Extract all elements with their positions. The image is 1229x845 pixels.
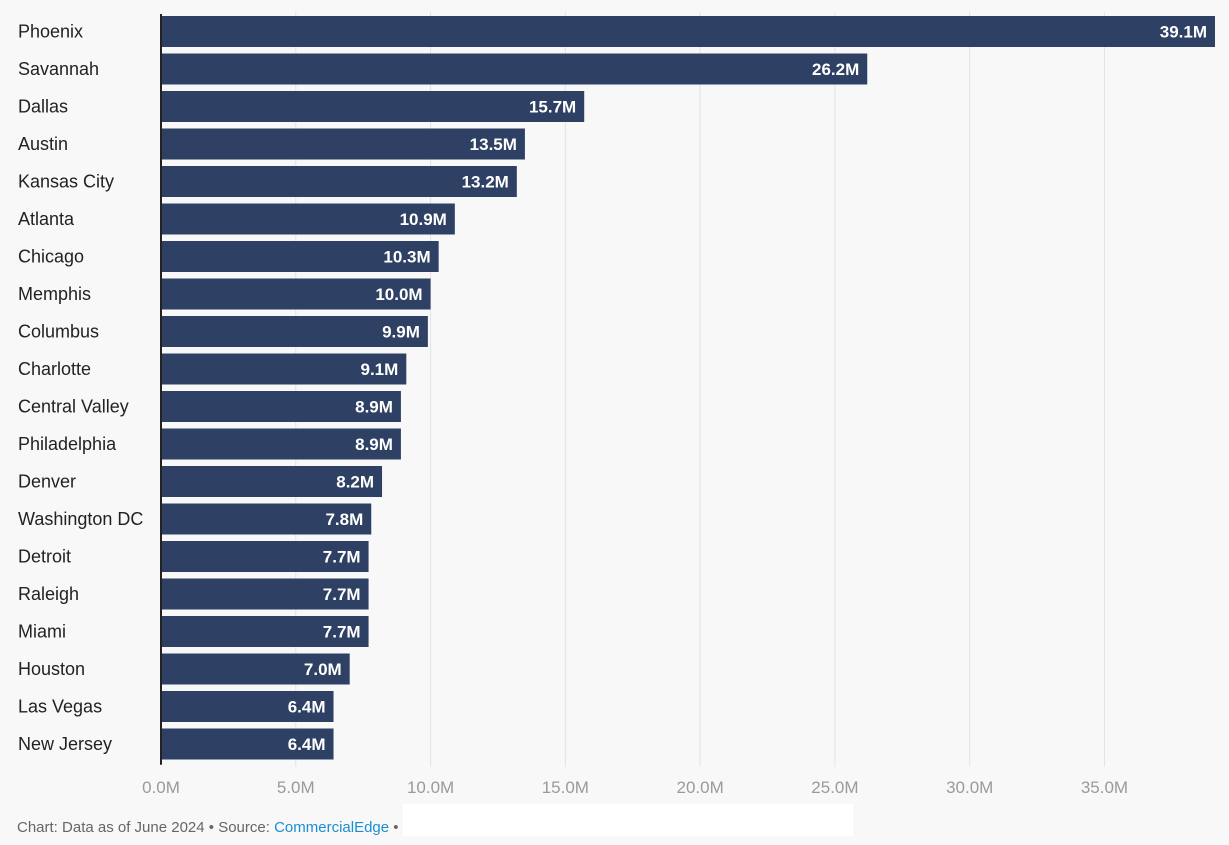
value-label: 7.8M [325, 510, 363, 529]
bar [161, 653, 350, 685]
category-label: Kansas City [18, 172, 114, 192]
value-label: 7.7M [323, 623, 361, 642]
category-label: Miami [18, 622, 66, 642]
x-tick-label: 0.0M [142, 778, 180, 797]
gridlines [295, 12, 1105, 767]
bar [161, 203, 455, 235]
x-tick-label: 30.0M [946, 778, 993, 797]
value-label: 8.9M [355, 398, 393, 417]
category-label: Austin [18, 134, 68, 154]
bar [161, 728, 334, 760]
category-label: Memphis [18, 284, 91, 304]
bar [161, 691, 334, 722]
bar [161, 466, 383, 497]
value-label: 39.1M [1160, 23, 1207, 42]
category-label: Washington DC [18, 509, 143, 529]
value-label: 8.2M [336, 473, 374, 492]
chart-area: 39.1M 26.2M 15.7M 13.5M 13.2M 10.9M 10.3M 10.0M… [18, 12, 1215, 797]
category-label: Central Valley [18, 397, 129, 417]
value-label: 7.0M [304, 660, 342, 679]
bar [161, 128, 525, 160]
value-label: 10.0M [375, 285, 422, 304]
bar [161, 16, 1215, 47]
value-label: 6.4M [288, 735, 326, 754]
x-tick-label: 15.0M [542, 778, 589, 797]
bar [161, 166, 517, 197]
value-label: 26.2M [812, 60, 859, 79]
bar [161, 616, 369, 647]
category-label: Columbus [18, 322, 99, 342]
value-label: 8.9M [355, 435, 393, 454]
bar [161, 503, 372, 535]
value-label: 10.3M [383, 248, 430, 267]
bar [161, 353, 407, 385]
category-label: Chicago [18, 247, 84, 267]
category-label: Dallas [18, 97, 68, 117]
category-label: New Jersey [18, 734, 112, 754]
value-label: 15.7M [529, 98, 576, 117]
bar [161, 391, 401, 422]
category-label: Philadelphia [18, 434, 117, 454]
x-tick-label: 5.0M [277, 778, 315, 797]
footer-prefix: Chart: Data as of June 2024 • Source: [17, 819, 275, 836]
value-label: 6.4M [288, 698, 326, 717]
x-tick-label: 25.0M [811, 778, 858, 797]
category-label: Charlotte [18, 359, 91, 379]
category-label: Atlanta [18, 209, 75, 229]
category-label: Las Vegas [18, 697, 102, 717]
category-label: Raleigh [18, 584, 79, 604]
bar [161, 278, 431, 310]
bar [161, 541, 369, 572]
bar [161, 428, 401, 460]
bar [161, 53, 868, 85]
x-tick-label: 35.0M [1081, 778, 1128, 797]
category-label: Houston [18, 659, 85, 679]
x-tick-label: 10.0M [407, 778, 454, 797]
bar [161, 316, 428, 347]
bar [161, 241, 439, 272]
category-label: Savannah [18, 59, 99, 79]
blank-area [402, 804, 853, 837]
category-label: Detroit [18, 547, 71, 567]
footer-suffix: • [389, 819, 399, 836]
value-label: 13.5M [470, 135, 517, 154]
category-label: Denver [18, 472, 76, 492]
value-label: 7.7M [323, 585, 361, 604]
bar [161, 91, 585, 122]
category-label: Phoenix [18, 22, 83, 42]
value-label: 10.9M [400, 210, 447, 229]
axes: 0.0M 5.0M 10.0M 15.0M 20.0M 25.0M 30.0M 35.0M Ph… [18, 14, 1128, 797]
value-label: 9.1M [361, 360, 399, 379]
value-label: 13.2M [462, 173, 509, 192]
value-label: 9.9M [382, 323, 420, 342]
x-tick-label: 20.0M [677, 778, 724, 797]
bar-chart: 39.1M 26.2M 15.7M 13.5M 13.2M 10.9M 10.3M 10.0M… [18, 12, 1215, 797]
bars: 39.1M 26.2M 15.7M 13.5M 13.2M 10.9M 10.3M 10.0M… [161, 16, 1215, 760]
source-link[interactable]: CommercialEdge [274, 819, 390, 836]
bar [161, 578, 369, 610]
chart-footer: Chart: Data as of June 2024 • Source: Co… [17, 804, 853, 837]
value-label: 7.7M [323, 548, 361, 567]
